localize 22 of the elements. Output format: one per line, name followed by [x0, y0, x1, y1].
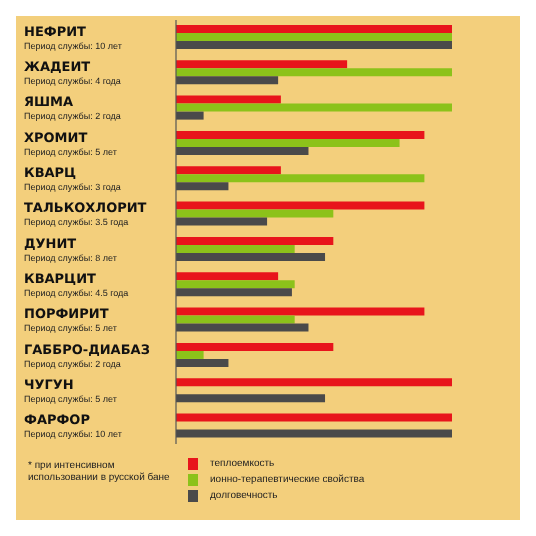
bar	[176, 342, 334, 351]
bar	[176, 280, 295, 289]
bar	[176, 272, 279, 281]
bar	[176, 244, 295, 253]
bar	[176, 350, 204, 359]
bar	[176, 103, 452, 112]
bar	[176, 236, 334, 245]
bar	[176, 166, 281, 175]
bar	[176, 201, 425, 210]
bar	[176, 138, 400, 147]
bar	[176, 24, 452, 33]
bar	[176, 315, 295, 324]
bar	[176, 60, 348, 69]
bar	[176, 378, 452, 387]
bar	[176, 307, 425, 316]
bar	[176, 174, 425, 183]
bar	[176, 209, 334, 218]
bar	[176, 130, 425, 139]
bar	[176, 95, 281, 104]
bar	[176, 68, 452, 77]
bar	[176, 413, 452, 422]
bar	[176, 32, 452, 41]
